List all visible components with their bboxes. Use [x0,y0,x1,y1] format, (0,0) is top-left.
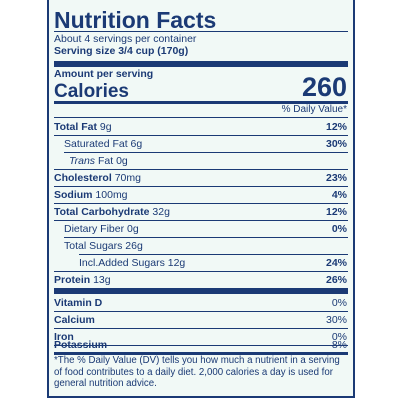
divider [64,152,348,153]
amount-per-serving: Amount per serving [54,68,154,80]
nutrient-label: Protein 13g [54,274,111,286]
vitamin-label: Potassium [54,339,108,351]
nutrient-row-total-carbohydrate: Total Carbohydrate 32g 12% [54,205,348,219]
divider [54,311,348,312]
nutrient-label: Trans Fat 0g [69,155,128,167]
nutrient-label: Total Carbohydrate 32g [54,206,170,218]
nutrient-row-trans-fat: Trans Fat 0g [69,154,348,168]
calories-value: 260 [301,72,347,102]
footnote-divider [54,352,348,355]
calories-divider [54,101,348,104]
title-divider [54,31,348,32]
serving-size: Serving size 3/4 cup (170g) [54,45,189,57]
divider [54,135,348,136]
nutrient-label: Total Sugars 26g [64,240,143,252]
servings-per-container: About 4 servings per container [54,33,197,45]
nutrient-row-total-sugars: Total Sugars 26g [64,239,348,253]
nutrient-row-cholesterol: Cholesterol 70mg 23% [54,171,348,185]
vitamin-row-iron: Iron 0% [54,330,348,344]
nutrient-label: Dietary Fiber 0g [64,223,139,235]
nutrient-dv: 0% [331,223,347,235]
nutrition-facts-label: Nutrition Facts About 4 servings per con… [47,0,355,398]
divider [54,117,348,118]
vitamin-dv: 0% [331,331,347,343]
divider [54,345,348,346]
nutrient-row-saturated-fat: Saturated Fat 6g 30% [64,137,348,151]
daily-value-header: % Daily Value* [281,104,347,115]
daily-value-footnote: *The % Daily Value (DV) tells you how mu… [54,355,340,389]
nutrient-dv: 12% [325,121,347,133]
divider [79,254,348,255]
vitamin-row-calcium: Calcium 30% [54,313,348,327]
nutrient-dv: 23% [325,172,347,184]
divider [54,271,348,272]
nutrient-label: Incl.Added Sugars 12g [79,257,186,269]
vitamin-dv: 30% [325,314,347,326]
vitamin-dv: 0% [331,297,347,309]
nutrient-dv: 12% [325,206,347,218]
vitamin-row-potassium: Potassium 8% [54,338,348,352]
vitamin-row-vitamin-d: Vitamin D 0% [54,296,348,310]
vitamin-label: Calcium [54,314,95,326]
divider [54,328,348,329]
nutrient-row-added-sugars: Incl.Added Sugars 12g 24% [79,256,348,270]
nutrient-dv: 26% [325,274,347,286]
nutrient-row-total-fat: Total Fat 9g 12% [54,120,348,134]
nutrient-dv: 30% [325,138,347,150]
divider [54,203,348,204]
label-title: Nutrition Facts [54,7,217,33]
nutrient-row-protein: Protein 13g 26% [54,273,348,287]
vitamin-label: Vitamin D [54,297,103,309]
nutrient-dv: 24% [325,257,347,269]
thick-divider-vitamins [54,288,348,294]
divider [64,237,348,238]
nutrient-label: Saturated Fat 6g [64,138,143,150]
nutrient-row-dietary-fiber: Dietary Fiber 0g 0% [64,222,348,236]
vitamin-label: Iron [54,331,74,343]
nutrient-row-sodium: Sodium 100mg 4% [54,188,348,202]
nutrient-label: Sodium 100mg [54,189,128,201]
thick-divider-top [54,61,348,67]
nutrient-dv: 4% [331,189,347,201]
calories-label: Calories [54,81,129,102]
vitamin-dv: 8% [331,339,347,351]
divider [54,220,348,221]
divider [54,186,348,187]
nutrient-label: Total Fat 9g [54,121,112,133]
nutrient-label: Cholesterol 70mg [54,172,141,184]
divider [54,169,348,170]
